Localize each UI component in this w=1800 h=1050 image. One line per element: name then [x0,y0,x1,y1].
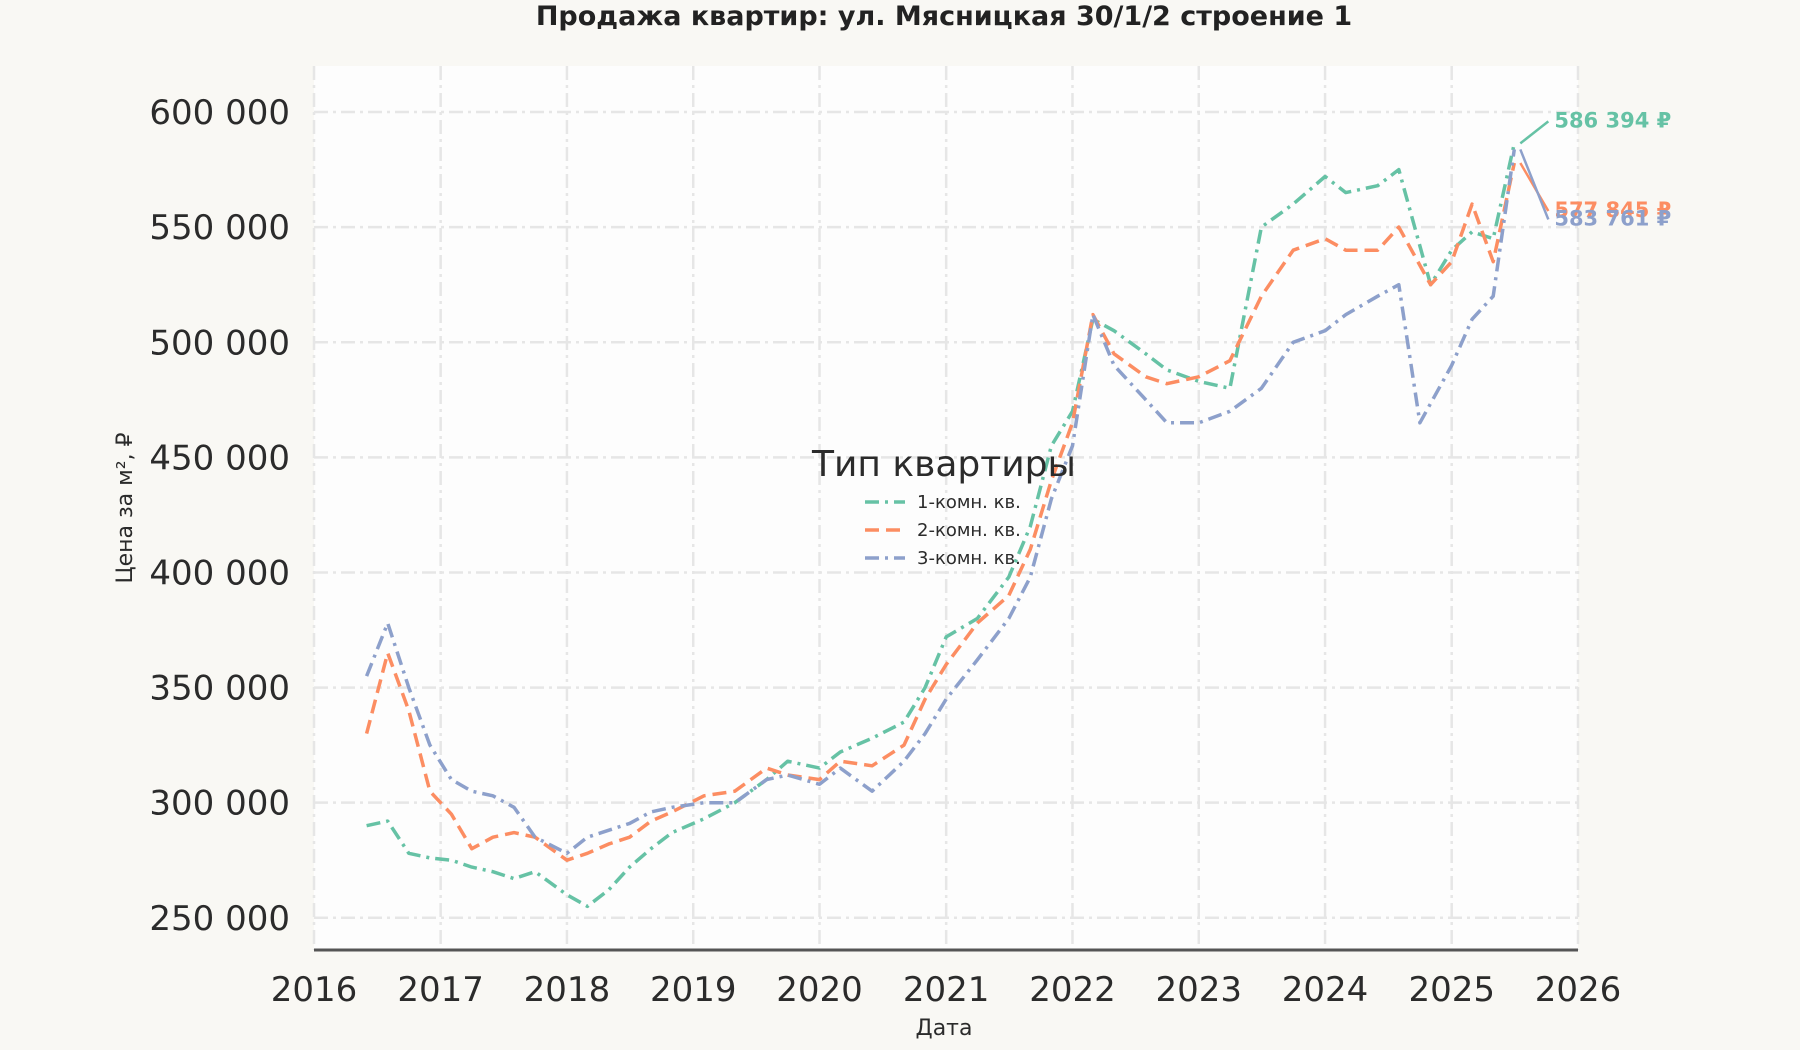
y-tick-label: 500 000 [149,323,290,363]
x-tick-label: 2019 [650,970,737,1010]
y-tick-label: 450 000 [149,438,290,478]
legend: Тип квартиры 1-комн. кв. 2-комн. кв. 3-ком… [811,444,1076,569]
legend-title: Тип квартиры [811,444,1076,485]
legend-label: 2-комн. кв. [917,520,1021,541]
y-axis-label: Цена за м², ₽ [113,432,138,583]
end-label: 586 394 ₽ [1554,108,1671,132]
series-lines [364,143,1517,909]
legend-label: 3-комн. кв. [917,548,1021,569]
x-tick-label: 2022 [1029,970,1116,1010]
x-tick-label: 2020 [776,970,863,1010]
x-tick-label: 2016 [271,970,358,1010]
x-tick-label: 2017 [397,970,484,1010]
series-line [366,143,1517,909]
x-tick-label: 2025 [1408,970,1495,1010]
y-tick-label: 350 000 [149,669,290,709]
x-tick-labels: 2016 2017 2018 2019 2020 2021 2022 2023 2024 2025… [271,970,1622,1010]
x-tick-label: 2021 [903,970,990,1010]
chart-title: Продажа квартир: ул. Мясницкая 30/1/2 ст… [536,1,1352,32]
y-tick-label: 250 000 [149,899,290,939]
end-labels: 586 394 ₽ 577 845 ₽583 761 ₽ [1519,108,1671,230]
grid [312,66,1580,950]
series-line [364,162,1517,862]
end-label-arrow [1519,120,1550,145]
y-tick-label: 550 000 [149,208,290,248]
y-tick-label: 400 000 [149,553,290,593]
end-label: 583 761 ₽ [1554,206,1671,230]
x-tick-label: 2024 [1282,970,1369,1010]
legend-label: 1-комн. кв. [917,492,1021,513]
end-label-arrow [1519,148,1550,220]
y-tick-labels: 250 000 300 000 350 000 400 000 450 000 500 0… [149,93,290,939]
x-tick-label: 2023 [1155,970,1242,1010]
y-tick-label: 300 000 [149,784,290,824]
y-tick-label: 600 000 [149,93,290,133]
x-axis-label: Дата [916,1016,973,1041]
x-tick-label: 2018 [524,970,611,1010]
end-label: 577 845 ₽ [1554,198,1671,222]
series-line [364,149,1517,856]
x-tick-label: 2026 [1535,970,1622,1010]
